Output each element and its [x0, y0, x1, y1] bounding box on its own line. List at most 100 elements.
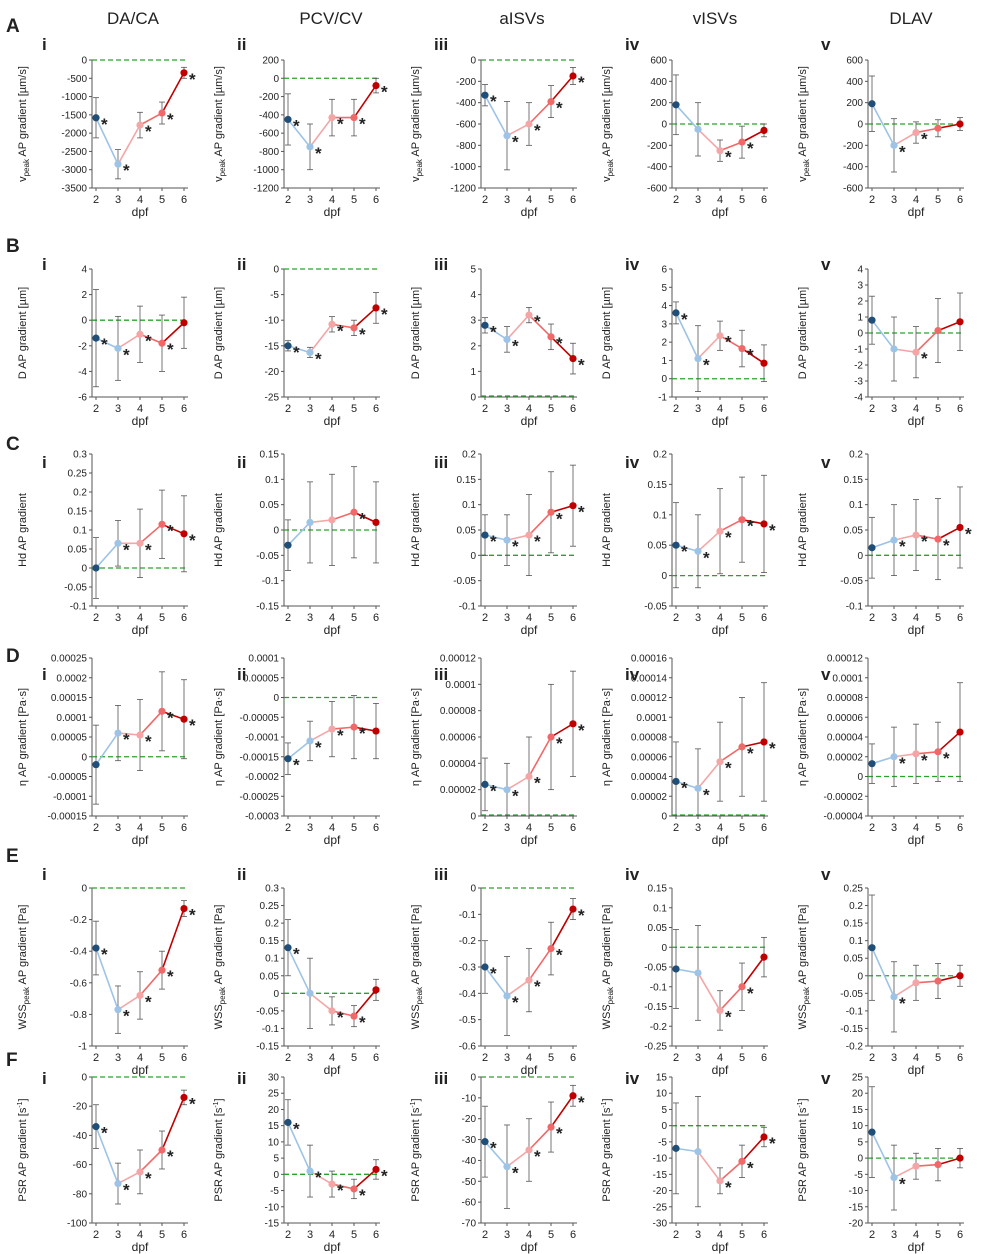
significance-star: * — [337, 1181, 344, 1200]
data-point-day5 — [158, 520, 166, 528]
y-tick-label: -0.1 — [459, 602, 477, 613]
data-point-day2 — [868, 760, 876, 768]
data-point-day5 — [738, 983, 746, 991]
y-axis-label: vpeak AP gradient [µm/s] — [797, 66, 811, 182]
data-point-day4 — [136, 330, 144, 338]
y-tick-label: -400 — [647, 162, 667, 173]
series-line-segment — [95, 542, 119, 569]
significance-star: * — [681, 542, 688, 561]
series-line-segment — [719, 986, 743, 1011]
y-tick-label: -1 — [854, 345, 863, 356]
significance-star: * — [747, 346, 754, 365]
significance-star: * — [293, 1119, 300, 1138]
data-point-day4 — [912, 979, 920, 987]
y-tick-label: 0.00016 — [631, 654, 668, 665]
y-tick-label: 4 — [661, 301, 667, 312]
y-tick-label: 0.15 — [844, 919, 864, 930]
x-tick-label: 3 — [695, 612, 701, 624]
series-line-segment — [741, 956, 765, 988]
data-point-day4 — [716, 332, 724, 340]
y-tick-label: 0 — [81, 884, 87, 895]
y-tick-label: -0.05 — [64, 583, 87, 594]
data-point-day4 — [912, 1162, 920, 1170]
x-tick-label: 3 — [307, 612, 313, 624]
significance-star: * — [167, 708, 174, 727]
y-tick-label: -15 — [265, 341, 280, 352]
significance-star: * — [189, 1094, 196, 1113]
panel-numeral: i — [42, 255, 47, 274]
column-header-3: vISVs — [693, 9, 737, 28]
y-axis-label-main: PSR AP gradient [s — [410, 1107, 422, 1201]
data-point-day6 — [956, 120, 964, 128]
y-tick-label: -20 — [849, 1219, 864, 1230]
series-line-segment — [675, 104, 699, 130]
x-tick-label: 3 — [891, 194, 897, 206]
significance-star: * — [725, 528, 732, 547]
series-line-segment — [871, 539, 895, 549]
significance-star: * — [921, 532, 928, 551]
x-tick-label: 3 — [695, 403, 701, 415]
y-tick-label: -0.1 — [70, 602, 88, 613]
y-tick-label: 0.2 — [265, 919, 279, 930]
y-tick-label: 0.05 — [457, 526, 477, 537]
y-tick-label: 0.1 — [653, 510, 667, 521]
y-tick-label: 0.2 — [653, 450, 667, 461]
y-tick-label: -0.1 — [650, 982, 668, 993]
x-tick-label: 3 — [307, 1229, 313, 1241]
data-point-day2 — [868, 100, 876, 108]
x-axis-label: dpf — [521, 1063, 538, 1077]
series-line-segment — [484, 94, 508, 137]
x-axis-label: dpf — [521, 623, 538, 637]
y-tick-label: 0.00004 — [631, 772, 668, 783]
data-point-day5 — [547, 98, 555, 106]
series-line-segment — [353, 989, 377, 1017]
y-axis-label-main: v — [601, 176, 613, 182]
x-tick-label: 2 — [285, 194, 291, 206]
y-axis-label-main: Hd AP gradient — [797, 493, 809, 567]
y-axis-label-main: D AP gradient [µm] — [213, 287, 225, 379]
y-tick-label: -10 — [462, 1093, 477, 1104]
x-tick-label: 3 — [891, 612, 897, 624]
y-tick-label: 0.05 — [260, 500, 280, 511]
series-line-segment — [741, 1136, 765, 1162]
series-line-segment — [161, 523, 185, 535]
y-axis-label-sup: -1 — [17, 1101, 24, 1107]
x-tick-label: 3 — [504, 612, 510, 624]
significance-star: * — [167, 340, 174, 359]
panel-numeral: iv — [625, 453, 640, 472]
panel-numeral: v — [821, 255, 831, 274]
data-point-day4 — [328, 1007, 336, 1015]
x-tick-label: 2 — [93, 403, 99, 415]
y-tick-label: 0.15 — [648, 480, 668, 491]
y-tick-label: 0 — [273, 693, 279, 704]
x-axis-label: dpf — [132, 205, 149, 219]
y-tick-label: 0.00012 — [631, 693, 668, 704]
y-tick-label: 0.00008 — [827, 693, 864, 704]
x-tick-label: 2 — [673, 1052, 679, 1064]
y-tick-label: 0 — [661, 120, 667, 131]
x-axis-label: dpf — [132, 623, 149, 637]
y-tick-label: 0.0001 — [832, 673, 863, 684]
panel-numeral: iii — [434, 35, 448, 54]
data-point-day4 — [525, 772, 533, 781]
x-tick-label: 5 — [739, 1052, 745, 1064]
chart-e-i: i 0 -0.2 -0.4 -0.6 -0.8 -1 2 3 4 5 6 dpf WSSpeak AP g… — [17, 865, 196, 1077]
series-line-segment — [893, 534, 917, 541]
x-tick-label: 3 — [115, 1229, 121, 1241]
x-axis-label: dpf — [712, 623, 729, 637]
x-tick-label: 4 — [913, 1229, 919, 1241]
y-axis-label-rest: AP gradient [µm/s] — [213, 66, 225, 159]
y-tick-label: -3500 — [61, 184, 87, 195]
x-tick-label: 4 — [717, 403, 723, 415]
data-point-day3 — [114, 160, 122, 168]
x-tick-label: 6 — [957, 194, 963, 206]
y-tick-label: 0.1 — [849, 500, 863, 511]
y-tick-label: -20 — [653, 1186, 668, 1197]
data-point-day3 — [306, 737, 314, 745]
y-tick-label: 0 — [857, 971, 863, 982]
x-tick-label: 4 — [137, 1229, 143, 1241]
y-tick-label: 0 — [81, 316, 87, 327]
x-tick-label: 2 — [93, 1229, 99, 1241]
significance-star: * — [490, 1139, 497, 1158]
